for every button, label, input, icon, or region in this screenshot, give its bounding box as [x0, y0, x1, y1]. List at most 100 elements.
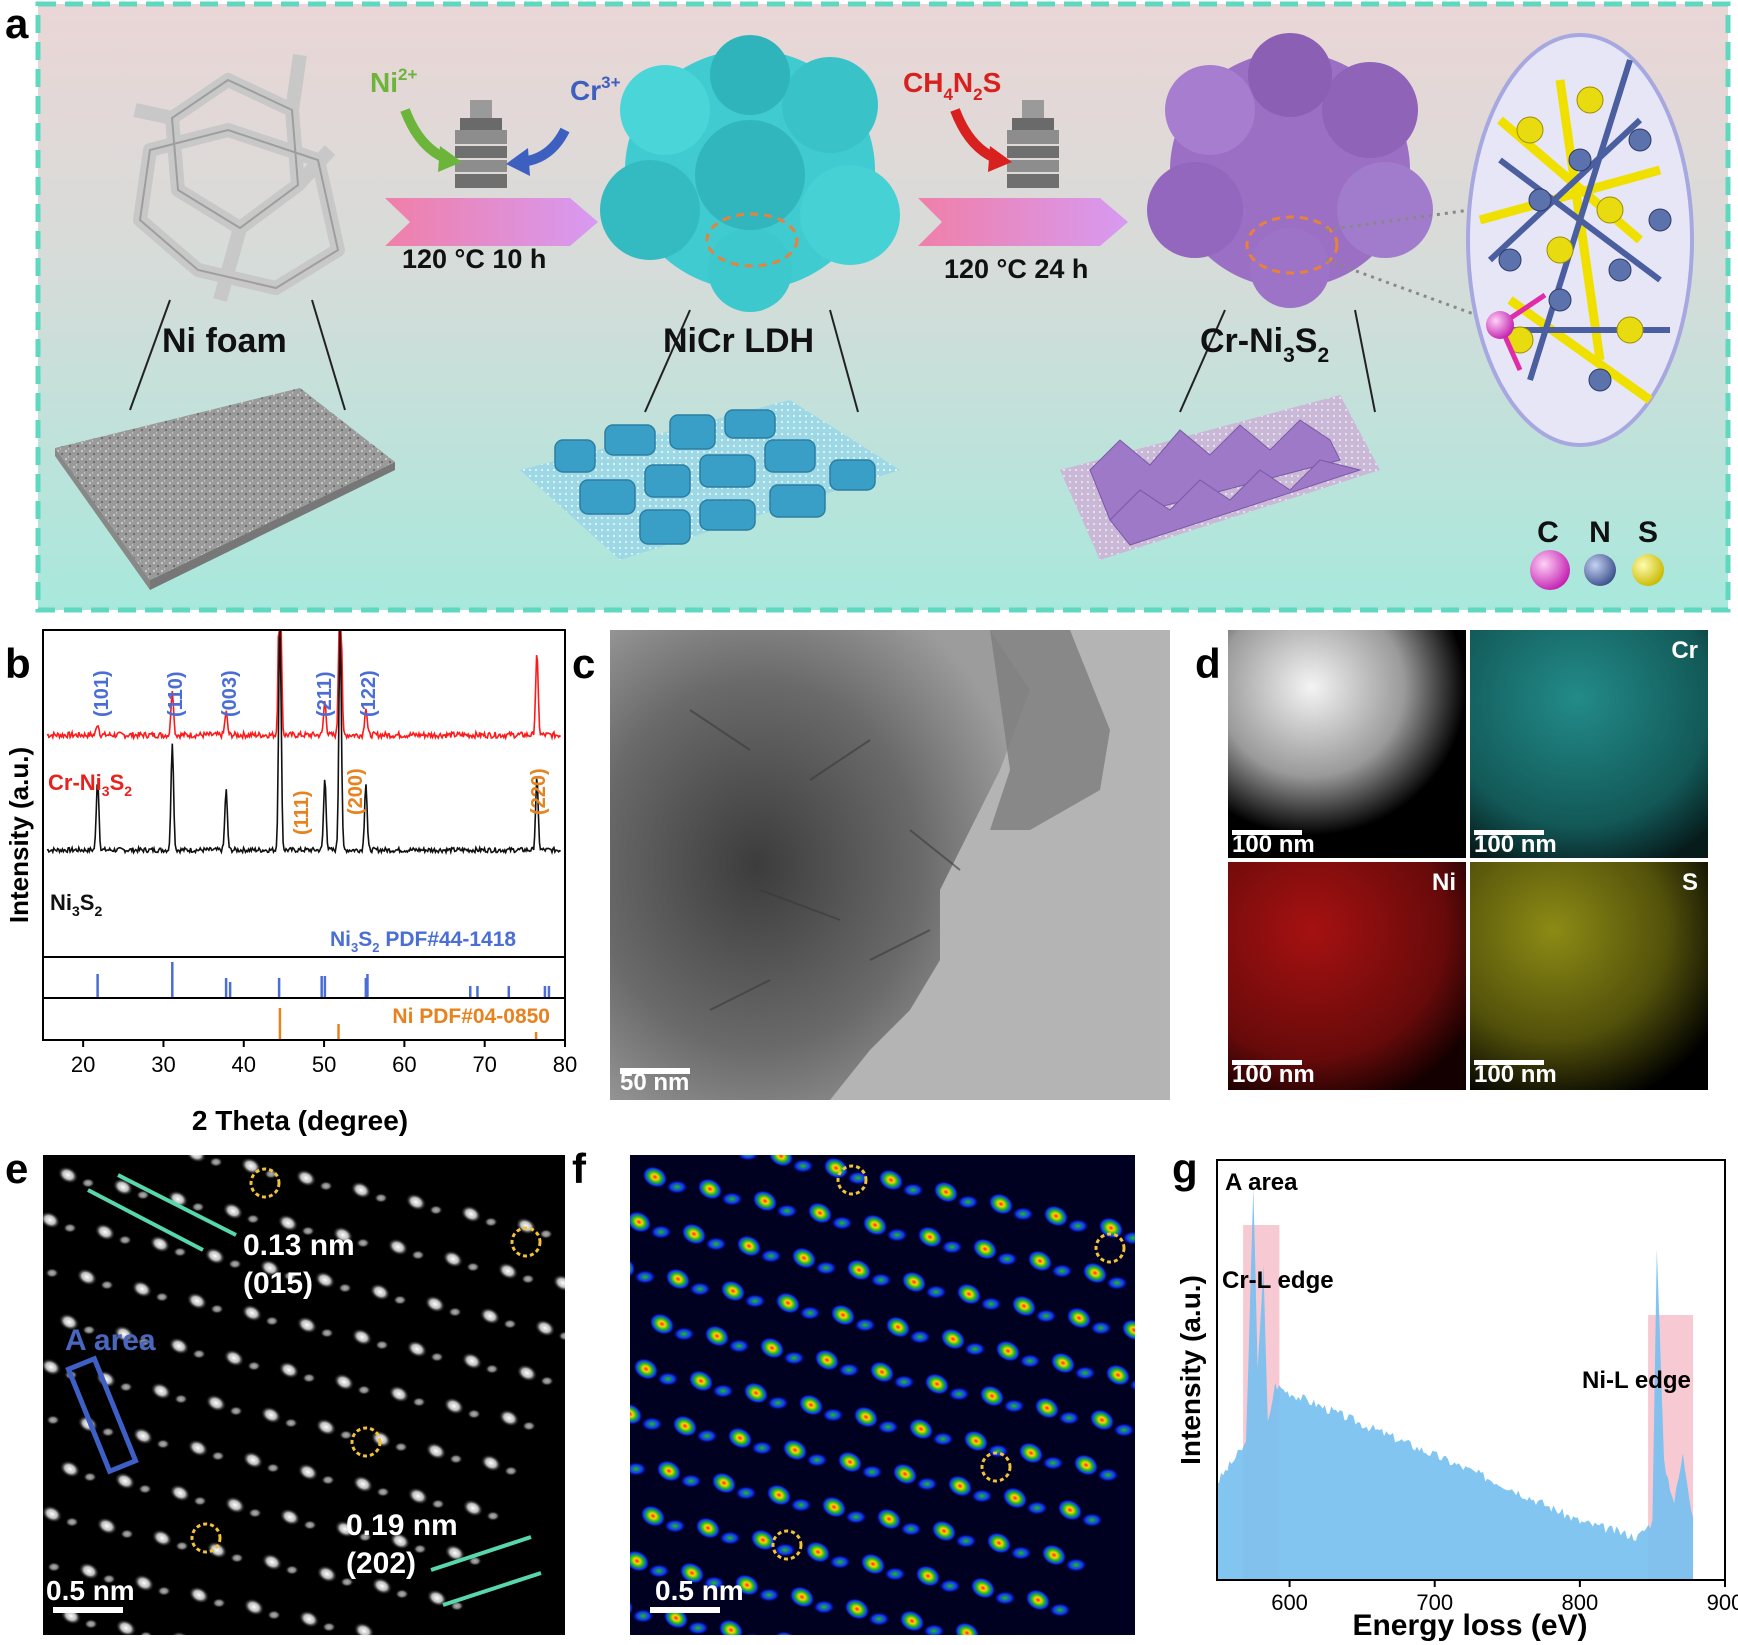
xrd-label-pdf1: Ni3S2 PDF#44-1418 [330, 928, 516, 955]
atom-column [246, 1214, 260, 1224]
atom-column [484, 1217, 498, 1227]
atom-peak [955, 1534, 977, 1548]
hkl-003: (003) [219, 670, 241, 717]
atom-column [394, 1442, 408, 1452]
crystal-structure-inset [1468, 35, 1692, 445]
xrd-ylabel: Intensity (a.u.) [4, 747, 34, 923]
atom-column [338, 1283, 352, 1293]
atom-peak [845, 1510, 867, 1524]
atom-column [265, 1316, 279, 1326]
atom-peak [854, 1318, 876, 1332]
hkl-015: (015) [243, 1267, 313, 1300]
atom-column [119, 1382, 133, 1392]
atom-column [138, 1484, 152, 1494]
atom-column [81, 1178, 95, 1188]
atom-peak [1113, 1423, 1135, 1437]
hkl-110: (110) [165, 671, 187, 717]
atom-peak [735, 1486, 757, 1500]
atom-peak [1106, 1276, 1128, 1290]
atom-peak [774, 1543, 796, 1557]
atom-column [157, 1586, 171, 1596]
atom-peak [634, 1270, 656, 1284]
atom-peak [980, 1297, 1002, 1311]
atom-column [486, 1511, 500, 1521]
atom-peak [1003, 1399, 1025, 1413]
eds-cr-label: Cr [1671, 637, 1698, 664]
atom-peak [744, 1294, 766, 1308]
xrd-xtick-label: 70 [472, 1052, 496, 1077]
step1-condition: 120 °C 10 h [402, 244, 546, 274]
atom-peak [767, 1396, 789, 1410]
atom-column [302, 1373, 316, 1383]
atom-column [412, 1397, 426, 1407]
xrd-chart: Intensity (a.u.) 2 Theta (degree) 20 30 40… [0, 625, 580, 1145]
panel-label-a: a [5, 0, 28, 48]
atom-peak [884, 1567, 906, 1581]
hkl-211: (211) [314, 671, 336, 717]
eels-xtick-label: 900 [1707, 1590, 1738, 1615]
atom-peak [868, 1612, 890, 1626]
atom-peak [948, 1387, 970, 1401]
atom-peak [902, 1183, 924, 1197]
atom-column [285, 1565, 299, 1575]
xrd-xtick-label: 60 [392, 1052, 416, 1077]
eels-chart: 600 700 800 900 A area Cr-L edge Ni-L edge … [1160, 1150, 1738, 1645]
atom-column [175, 1541, 189, 1551]
atom-column [375, 1340, 389, 1350]
atom-peak [925, 1285, 947, 1299]
atom-peak [705, 1237, 727, 1251]
step2-condition: 120 °C 24 h [944, 254, 1088, 284]
atom-peak [1058, 1411, 1080, 1425]
a-area-label: A area [65, 1324, 156, 1357]
eds-cr-map: Cr 100 nm [1470, 630, 1708, 858]
stem-scale-label: 0.5 nm [46, 1575, 135, 1606]
atom-peak [1010, 1546, 1032, 1560]
atom-column [46, 1415, 60, 1425]
atom-peak [877, 1420, 899, 1434]
atom-peak [916, 1477, 938, 1491]
atom-column [191, 1202, 205, 1212]
atom-column [247, 1361, 261, 1371]
eels-xlabel: Energy loss (eV) [1352, 1609, 1587, 1642]
atom-column [319, 1181, 333, 1191]
reaction-arrow-1 [385, 198, 598, 246]
d-spacing-2: 0.19 nm [346, 1509, 458, 1542]
atom-peak [721, 1192, 743, 1206]
atom-peak [1019, 1354, 1041, 1368]
atom-peak [900, 1522, 922, 1536]
xrd-label-ni: Ni3S2 [50, 890, 102, 919]
f-scale-bar [650, 1607, 720, 1613]
label-ni-foam: Ni foam [162, 322, 287, 360]
atom-column [284, 1418, 298, 1428]
atom-column [320, 1328, 334, 1338]
atom-column [430, 1352, 444, 1362]
atom-peak [751, 1441, 773, 1455]
atom-column [173, 1247, 187, 1257]
atom-column [228, 1259, 242, 1269]
eds-haadf-scale: 100 nm [1232, 831, 1315, 858]
tem-scale-label: 50 nm [620, 1069, 689, 1096]
atom-column [540, 1376, 554, 1386]
atom-column [303, 1520, 317, 1530]
atom-peak [1081, 1513, 1103, 1527]
atom-peak [957, 1195, 979, 1209]
atom-column [395, 1589, 409, 1599]
atom-peak [806, 1453, 828, 1467]
atom-column [356, 1238, 370, 1248]
atom-peak [939, 1579, 961, 1593]
eds-ni-scale: 100 nm [1232, 1061, 1315, 1088]
atom-column [485, 1364, 499, 1374]
f-scale-label: 0.5 nm [655, 1575, 744, 1606]
atom-peak [1090, 1321, 1112, 1335]
stem-scale-bar [53, 1607, 123, 1613]
atom-column [266, 1463, 280, 1473]
atom-peak [641, 1417, 663, 1431]
hkl-220: (220) [528, 768, 550, 815]
label-nicr-ldh: NiCr LDH [663, 322, 814, 360]
atom-peak [689, 1282, 711, 1296]
atom-peak [719, 1531, 741, 1545]
atom-column [522, 1421, 536, 1431]
atom-peak [886, 1228, 908, 1242]
atom-peak [815, 1261, 837, 1275]
atom-column [156, 1439, 170, 1449]
